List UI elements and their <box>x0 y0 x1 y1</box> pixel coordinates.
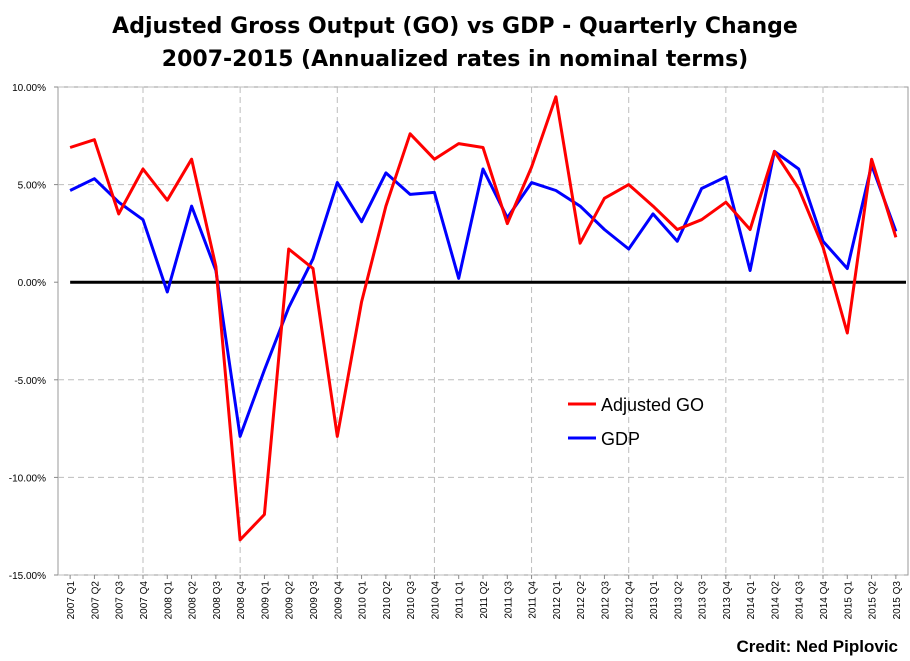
x-tick-label: 2015 Q3 <box>892 581 903 620</box>
x-tick-label: 2008 Q4 <box>236 581 247 620</box>
x-tick-label: 2011 Q4 <box>528 581 539 619</box>
x-tick-label: 2010 Q1 <box>358 581 369 620</box>
chart-title-line1: Adjusted Gross Output (GO) vs GDP - Quar… <box>112 14 798 39</box>
chart-title: Adjusted Gross Output (GO) vs GDP - Quar… <box>0 10 910 76</box>
x-tick-label: 2014 Q3 <box>795 581 806 620</box>
credit-text: Credit: Ned Piplovic <box>736 637 898 656</box>
y-tick-label: 0.00% <box>18 278 46 289</box>
x-tick-label: 2008 Q1 <box>163 581 174 620</box>
x-tick-label: 2013 Q2 <box>673 581 684 620</box>
x-tick-label: 2015 Q2 <box>868 581 879 620</box>
x-tick-label: 2009 Q3 <box>309 581 320 620</box>
x-tick-label: 2009 Q2 <box>285 581 296 620</box>
x-tick-label: 2010 Q3 <box>406 581 417 620</box>
x-tick-label: 2009 Q4 <box>333 581 344 620</box>
y-tick-label: -5.00% <box>14 376 46 387</box>
x-tick-label: 2014 Q2 <box>770 581 781 620</box>
x-tick-label: 2013 Q3 <box>698 581 709 620</box>
x-tick-label: 2013 Q4 <box>722 581 733 620</box>
series-line-adjusted-go <box>69 95 898 542</box>
y-tick-label: 5.00% <box>18 181 46 192</box>
x-tick-label: 2011 Q2 <box>479 581 490 619</box>
x-tick-label: 2007 Q3 <box>115 581 126 620</box>
x-tick-label: 2007 Q1 <box>66 581 77 620</box>
x-tick-label: 2012 Q3 <box>600 581 611 620</box>
x-tick-label: 2011 Q3 <box>503 581 514 619</box>
x-tick-label: 2007 Q2 <box>90 581 101 620</box>
x-tick-label: 2014 Q1 <box>746 581 757 620</box>
x-tick-label: 2008 Q2 <box>188 581 199 620</box>
legend-label: GDP <box>601 429 640 449</box>
x-tick-label: 2014 Q4 <box>819 581 830 620</box>
x-tick-label: 2012 Q1 <box>552 581 563 620</box>
series-line-gdp <box>69 149 898 438</box>
x-tick-label: 2012 Q4 <box>625 581 636 620</box>
x-tick-label: 2010 Q4 <box>430 581 441 620</box>
x-tick-label: 2007 Q4 <box>139 581 150 620</box>
legend-label: Adjusted GO <box>601 395 704 415</box>
y-tick-label: 10.00% <box>12 83 46 94</box>
x-tick-label: 2012 Q2 <box>576 581 587 620</box>
y-tick-label: -10.00% <box>9 473 46 484</box>
x-tick-label: 2010 Q2 <box>382 581 393 620</box>
x-tick-label: 2015 Q1 <box>843 581 854 620</box>
x-tick-label: 2013 Q1 <box>649 581 660 620</box>
x-tick-label: 2009 Q1 <box>260 581 271 620</box>
y-tick-label: -15.00% <box>9 571 46 582</box>
chart-title-line2: 2007-2015 (Annualized rates in nominal t… <box>161 47 749 72</box>
x-tick-label: 2011 Q1 <box>455 581 466 619</box>
x-tick-label: 2008 Q3 <box>212 581 223 620</box>
